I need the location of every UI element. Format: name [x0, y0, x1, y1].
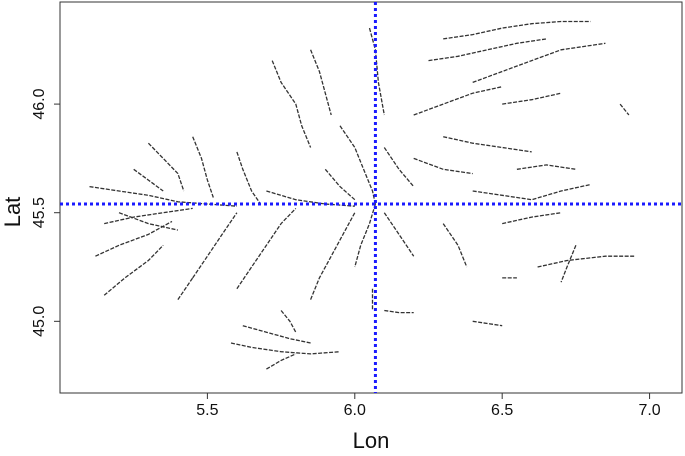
- river-line: [619, 103, 630, 116]
- river-line: [537, 255, 635, 268]
- river-line: [266, 190, 355, 207]
- y-axis-title: Lat: [0, 197, 25, 228]
- x-axis-title: Lon: [353, 428, 390, 453]
- river-line: [384, 309, 414, 314]
- river-line: [236, 207, 297, 290]
- river-line: [242, 325, 311, 344]
- river-line: [383, 147, 415, 188]
- river-line: [192, 212, 238, 279]
- x-tick-label: 6.5: [491, 402, 513, 419]
- river-line: [147, 142, 185, 192]
- river-line: [309, 49, 332, 116]
- y-tick-label: 46.0: [31, 88, 48, 119]
- y-tick-label: 45.0: [31, 306, 48, 337]
- river-line: [368, 27, 385, 116]
- river-line: [192, 136, 214, 198]
- river-line: [472, 183, 591, 201]
- river-line: [502, 92, 562, 105]
- plot-frame: [59, 1, 683, 394]
- river-line: [339, 125, 377, 205]
- river-line: [428, 38, 547, 62]
- x-tick-label: 7.0: [638, 402, 660, 419]
- river-line: [443, 20, 591, 40]
- river-line: [236, 151, 262, 205]
- river-line: [230, 342, 341, 355]
- x-tick-label: 5.5: [196, 402, 218, 419]
- river-line: [271, 60, 312, 148]
- river-line: [413, 157, 473, 175]
- river-line: [383, 212, 415, 257]
- river-line: [443, 136, 532, 153]
- river-line: [502, 212, 562, 225]
- river-line: [95, 220, 173, 257]
- river-line: [442, 223, 468, 268]
- river-line: [309, 212, 356, 300]
- river-line: [104, 207, 193, 225]
- river-line: [133, 168, 164, 192]
- river-line: [472, 320, 503, 327]
- river-line: [266, 353, 297, 370]
- river-line: [516, 164, 576, 170]
- river-line: [103, 244, 164, 296]
- river-line: [560, 245, 577, 283]
- river-line: [177, 277, 194, 300]
- y-tick-label: 45.5: [31, 197, 48, 228]
- x-tick-label: 6.0: [344, 402, 366, 419]
- river-line: [354, 203, 377, 268]
- river-line: [472, 42, 606, 84]
- river-line: [324, 168, 356, 201]
- river-line: [118, 212, 179, 231]
- river-line: [413, 86, 503, 116]
- river-line: [280, 310, 297, 333]
